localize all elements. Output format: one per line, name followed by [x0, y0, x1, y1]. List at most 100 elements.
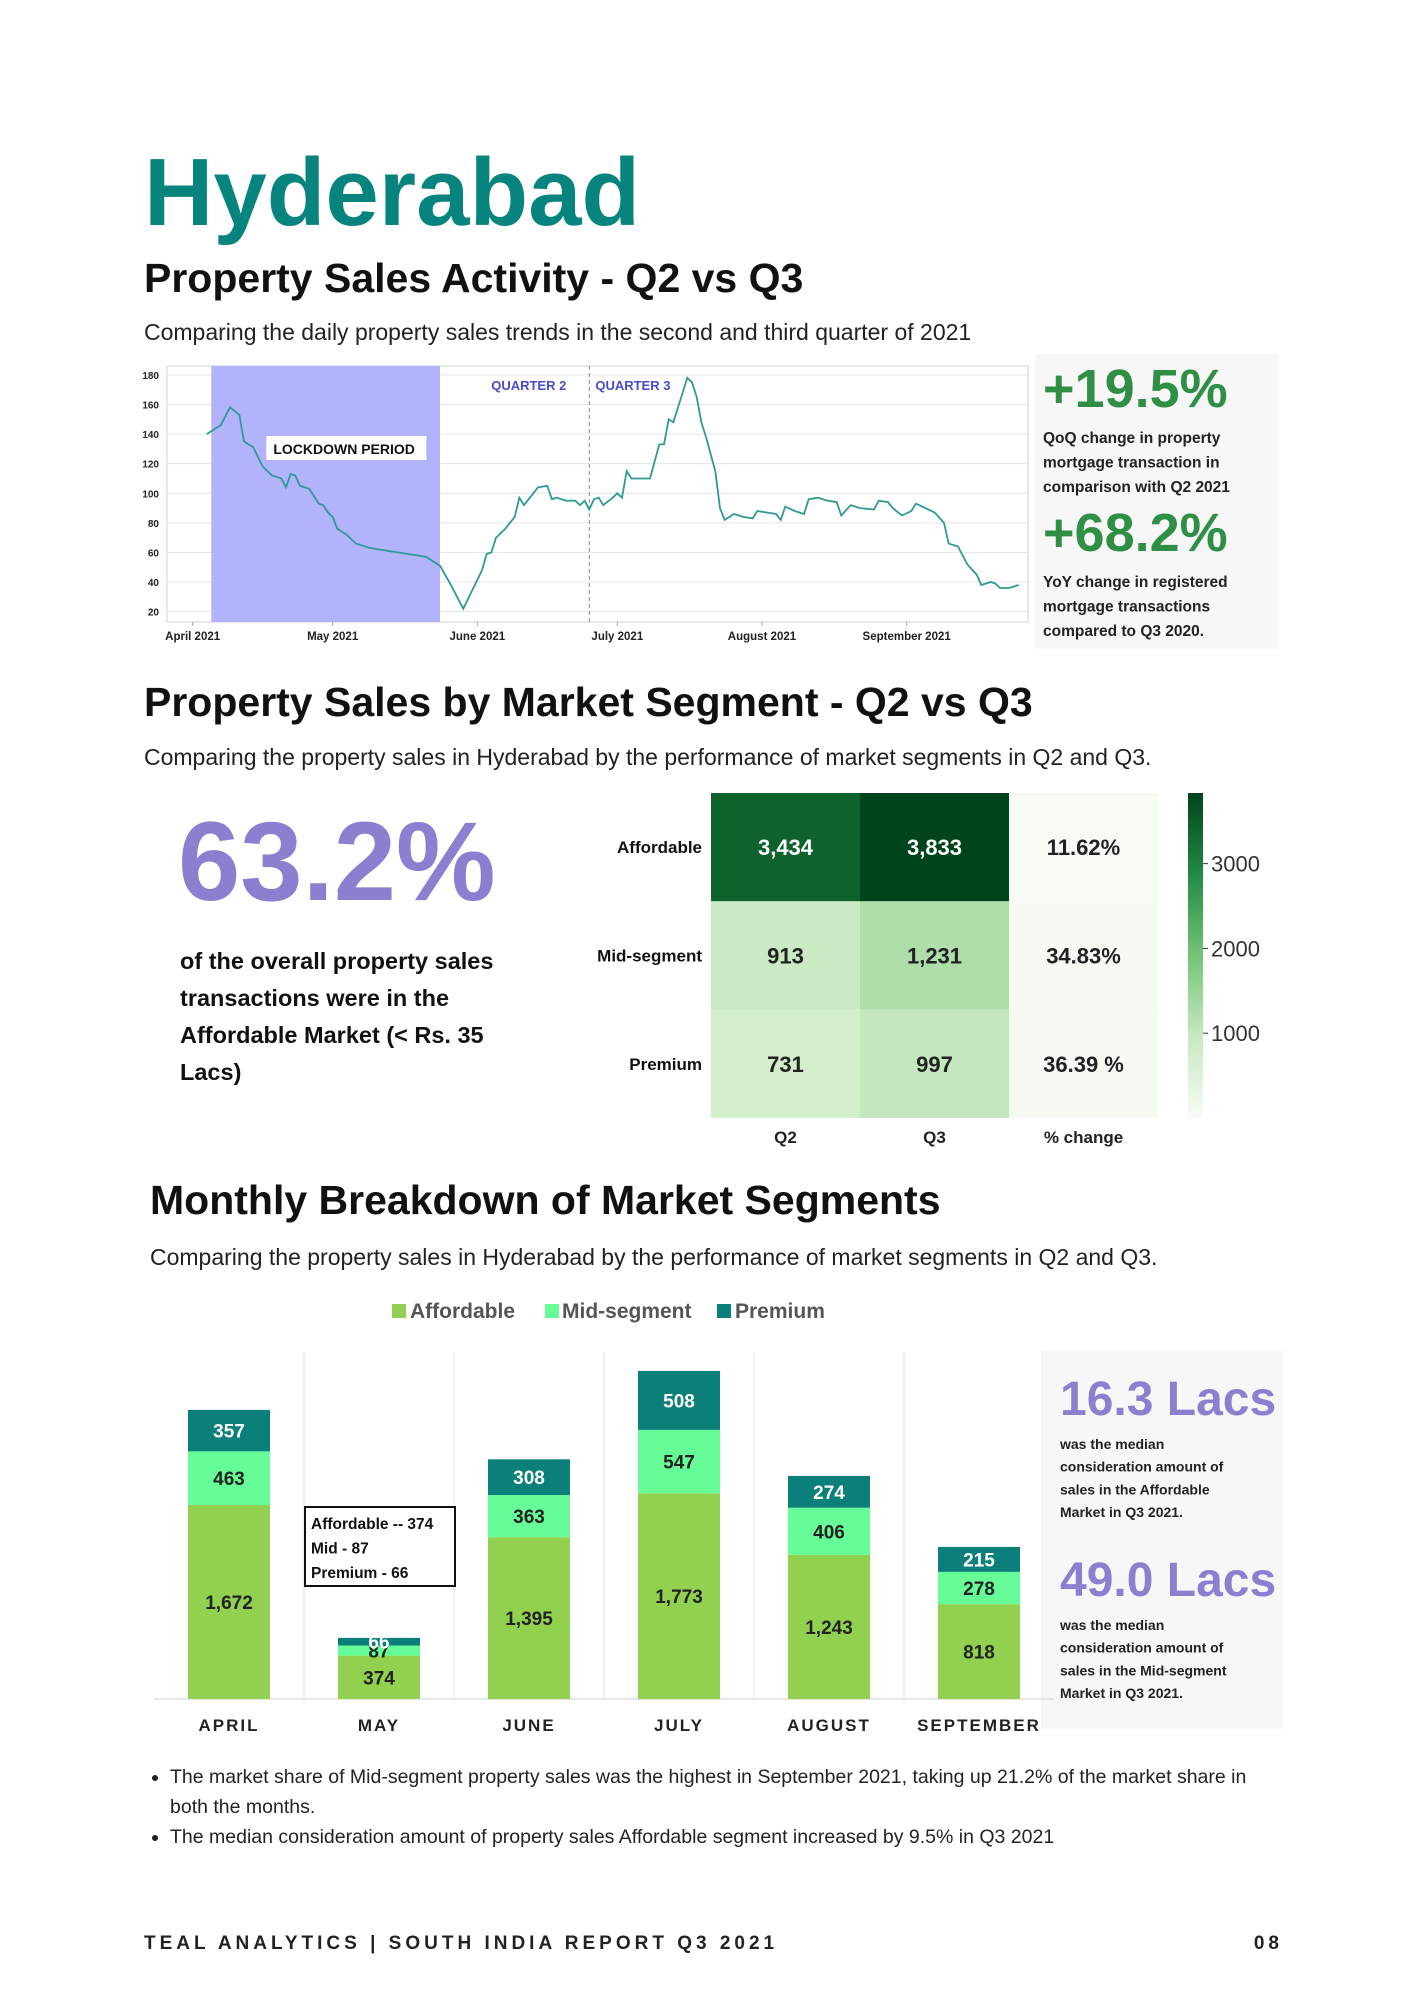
bar-segment	[338, 1655, 420, 1699]
stat-box	[1041, 1350, 1283, 1729]
x-tick-label: MAY	[358, 1716, 400, 1735]
cell-label: 997	[916, 1052, 953, 1077]
highlight-text: of the overall property sales	[180, 948, 493, 974]
region-label: LOCKDOWN PERIOD	[273, 441, 415, 457]
bar-label: 1,773	[655, 1587, 703, 1608]
bar-label: 1,672	[205, 1593, 253, 1614]
stat-value: +19.5%	[1043, 359, 1228, 419]
row-label: Mid-segment	[597, 946, 702, 965]
bar-label: 274	[813, 1483, 845, 1504]
cell-label: 3,434	[758, 835, 814, 860]
quarter-label: QUARTER 2	[491, 378, 566, 393]
section-subtitle: Comparing the property sales in Hyderaba…	[150, 1244, 1157, 1270]
stat-text: sales in the Affordable	[1060, 1481, 1210, 1497]
annotation-text: Premium - 66	[311, 1565, 409, 1582]
y-tick-label: 40	[148, 578, 160, 589]
stat-text: sales in the Mid-segment	[1060, 1662, 1227, 1678]
bar-segment	[338, 1637, 420, 1646]
x-tick-label: JULY	[654, 1716, 704, 1735]
heatmap-cell	[860, 901, 1009, 1010]
stat-value: +68.2%	[1043, 503, 1228, 563]
stat-text: Market in Q3 2021.	[1060, 1504, 1183, 1520]
section-heading: Property Sales by Market Segment - Q2 vs…	[144, 679, 1033, 725]
cell-label: 1,231	[907, 943, 962, 968]
row-label: Affordable	[617, 838, 702, 857]
stat-text: consideration amount of	[1060, 1459, 1224, 1475]
colorbar-tick-label: 1000	[1211, 1021, 1260, 1046]
bar-segment	[488, 1537, 570, 1699]
bar-label: 357	[213, 1422, 245, 1443]
colorbar	[1188, 793, 1203, 1118]
stat-text: mortgage transaction in	[1043, 455, 1220, 472]
stat-text: comparison with Q2 2021	[1043, 479, 1230, 496]
line-series	[206, 376, 1019, 611]
bar-segment	[638, 1493, 720, 1699]
cell-label: 913	[767, 943, 804, 968]
region-label-box	[266, 436, 427, 460]
legend-label: Premium	[735, 1300, 825, 1323]
legend-swatch	[545, 1304, 559, 1318]
annotation-text: Affordable -- 374	[311, 1516, 434, 1533]
bar-label: 547	[663, 1453, 695, 1474]
colorbar-tick-label: 2000	[1211, 936, 1260, 961]
y-tick-label: 120	[142, 460, 159, 471]
bar-label: 87	[368, 1642, 389, 1663]
bar-segment	[188, 1451, 270, 1506]
stat-text: was the median	[1059, 1436, 1164, 1452]
highlight-text: Lacs)	[180, 1059, 241, 1085]
y-tick-label: 160	[142, 400, 159, 411]
stat-text: QoQ change in property	[1043, 430, 1221, 447]
stat-text: mortgage transactions	[1043, 599, 1210, 616]
y-tick-label: 140	[142, 430, 159, 441]
x-tick-label: September 2021	[863, 631, 952, 643]
footer-text: TEAL ANALYTICS | SOUTH INDIA REPORT Q3 2…	[144, 1933, 778, 1954]
note: The market share of Mid-segment property…	[170, 1762, 1260, 1822]
section-subtitle: Comparing the daily property sales trend…	[144, 319, 971, 345]
bar-label: 463	[213, 1469, 245, 1490]
x-tick-label: July 2021	[591, 631, 643, 643]
y-tick-label: 60	[148, 548, 160, 559]
highlight-text: Affordable Market (< Rs. 35	[180, 1022, 484, 1048]
cell-label: 11.62%	[1047, 835, 1120, 860]
bar-label: 1,395	[505, 1609, 553, 1630]
x-tick-label: May 2021	[307, 631, 359, 643]
column-label: Q3	[923, 1128, 946, 1147]
legend-label: Mid-segment	[562, 1300, 692, 1323]
bar-segment	[788, 1475, 870, 1508]
highlight-value: 63.2%	[178, 799, 496, 924]
bar-label: 278	[963, 1579, 995, 1600]
note: The median consideration amount of prope…	[170, 1822, 1260, 1852]
stat-text: was the median	[1059, 1617, 1164, 1633]
y-tick-label: 80	[148, 519, 160, 530]
heatmap-cell	[860, 1009, 1009, 1118]
bar-segment	[488, 1495, 570, 1538]
page-number: 08	[1254, 1933, 1283, 1954]
stat-text: consideration amount of	[1060, 1640, 1224, 1656]
bar-label: 406	[813, 1522, 845, 1543]
bar-segment	[638, 1370, 720, 1430]
highlight-text: transactions were in the	[180, 985, 449, 1011]
section-heading: Monthly Breakdown of Market Segments	[150, 1177, 941, 1223]
bar-segment	[188, 1505, 270, 1699]
heatmap-cell	[1009, 1009, 1158, 1118]
bar-label: 308	[513, 1468, 545, 1489]
annotation-text: Mid - 87	[311, 1541, 369, 1558]
legend-swatch	[392, 1304, 406, 1318]
bar-label: 818	[963, 1643, 995, 1664]
heatmap-cell	[711, 1009, 860, 1118]
column-label: Q2	[774, 1128, 797, 1147]
section-subtitle: Comparing the property sales in Hyderaba…	[144, 744, 1151, 770]
colorbar-tick-label: 3000	[1211, 852, 1260, 877]
bar-label: 66	[368, 1633, 389, 1654]
y-tick-label: 100	[142, 489, 159, 500]
y-tick-label: 180	[142, 371, 159, 382]
stat-text: YoY change in registered	[1043, 574, 1228, 591]
heatmap-cell	[711, 793, 860, 902]
cell-label: 36.39 %	[1043, 1052, 1124, 1077]
heatmap-cell	[711, 901, 860, 1010]
heatmap-cell	[860, 793, 1009, 902]
row-label: Premium	[629, 1055, 702, 1074]
stat-text: Market in Q3 2021.	[1060, 1685, 1183, 1701]
cell-label: 34.83%	[1046, 943, 1121, 968]
